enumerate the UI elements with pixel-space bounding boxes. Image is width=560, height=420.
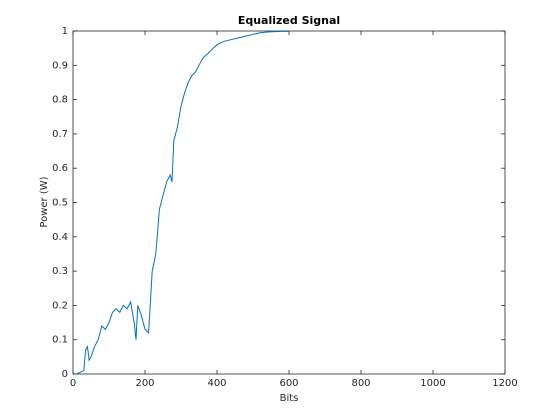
chart-title: Equalized Signal bbox=[238, 14, 340, 27]
x-tick-label: 800 bbox=[351, 378, 370, 389]
x-tick-label: 600 bbox=[279, 378, 298, 389]
y-tick-label: 0.2 bbox=[52, 300, 68, 311]
x-tick-label: 200 bbox=[135, 378, 154, 389]
y-tick-label: 0.5 bbox=[52, 198, 68, 209]
x-tick-label: 1000 bbox=[420, 378, 445, 389]
x-tick-label: 0 bbox=[70, 378, 76, 389]
x-tick-label: 1200 bbox=[492, 378, 517, 389]
plot-frame bbox=[72, 30, 506, 375]
y-tick-label: 0.1 bbox=[52, 335, 68, 346]
data-line bbox=[76, 30, 289, 375]
y-tick-label: 0.3 bbox=[52, 266, 68, 277]
y-tick-label: 0.8 bbox=[52, 95, 68, 106]
y-tick-label: 0 bbox=[62, 369, 68, 380]
x-axis-label: Bits bbox=[280, 393, 299, 404]
y-tick-label: 0.7 bbox=[52, 129, 68, 140]
y-tick-label: 1 bbox=[62, 26, 68, 37]
x-tick-label: 400 bbox=[207, 378, 226, 389]
y-tick-label: 0.4 bbox=[52, 232, 68, 243]
y-axis-label: Power (W) bbox=[39, 176, 50, 227]
y-tick-label: 0.6 bbox=[52, 163, 68, 174]
y-tick-label: 0.9 bbox=[52, 60, 68, 71]
